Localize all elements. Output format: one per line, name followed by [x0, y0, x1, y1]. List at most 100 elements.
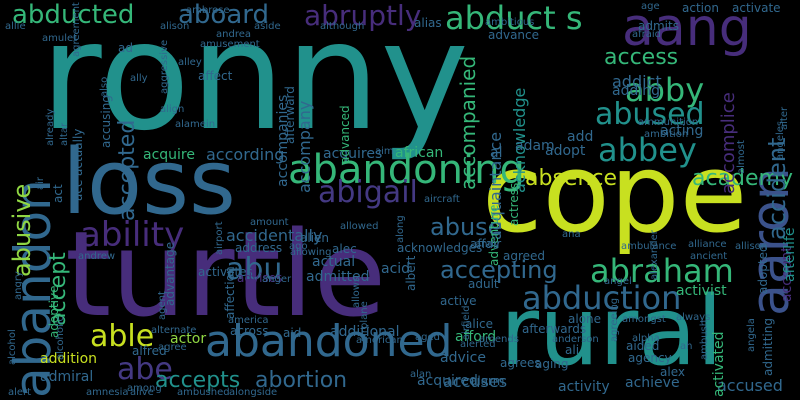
word-altar: altar: [59, 122, 70, 146]
word-al: al: [490, 145, 503, 161]
word-alcoholic: alcoholic: [55, 315, 66, 360]
word-afterwards: afterwards: [522, 322, 587, 336]
word-ambush: ambush: [699, 319, 710, 360]
word-allison: allison: [735, 241, 768, 252]
word-albert: albert: [404, 255, 418, 291]
word-accused: accused: [717, 376, 783, 395]
word-agreed: agreed: [503, 249, 546, 263]
word-aircraft: aircraft: [424, 194, 460, 205]
word-agency: agency: [628, 351, 672, 365]
word-adopt: adopt: [545, 143, 586, 159]
word-alien: alien: [300, 231, 330, 245]
word-adam: adam: [515, 138, 555, 154]
word-acting: acting: [660, 123, 704, 139]
word-active: active: [440, 294, 477, 308]
word-ana: ana: [562, 229, 581, 240]
word-actually: actually: [71, 128, 85, 176]
word-abusive: abusive: [8, 183, 36, 277]
word-agent: agent: [157, 291, 168, 320]
word-abraham: abraham: [590, 252, 734, 290]
word-admitting: admitting: [761, 318, 775, 376]
word-almost: almost: [736, 140, 747, 174]
word-abducted: abducted: [12, 0, 135, 30]
word-activist: activist: [676, 283, 727, 299]
word-alarm: alarm: [470, 374, 505, 388]
word-abu: abu: [226, 252, 283, 287]
word-acid: acid: [381, 261, 411, 277]
word-align: align: [160, 104, 185, 115]
word-amends: amends: [479, 334, 519, 345]
word-always: always: [676, 312, 711, 323]
word-accompanied: accompanied: [456, 55, 480, 190]
word-affect: affect: [198, 69, 233, 83]
word-acknowledges: acknowledges: [397, 241, 483, 255]
word-ammunition: ammunition: [638, 117, 699, 128]
word-andrea: andrea: [216, 29, 251, 40]
word-admitted: admitted: [306, 269, 370, 285]
word-alcohol: alcohol: [7, 329, 18, 365]
word-accuses: accuses: [443, 372, 508, 391]
word-air: air: [35, 176, 46, 190]
word-achieve: achieve: [625, 375, 680, 391]
word-ambition: ambition: [644, 129, 689, 140]
word-address: address: [235, 241, 283, 255]
word-allowed: allowed: [340, 221, 379, 232]
word-add: add: [567, 129, 594, 145]
word-ace: ace: [71, 179, 85, 201]
word-advice: advice: [440, 350, 486, 366]
word-able: able: [90, 319, 155, 354]
word-also: also: [99, 76, 110, 97]
word-addict: addict: [612, 72, 662, 91]
word-across: across: [230, 324, 269, 338]
word-activity: activity: [558, 379, 610, 395]
word-accusing: accusing: [99, 95, 113, 148]
word-along: along: [395, 215, 406, 243]
word-andy: andy: [475, 239, 500, 250]
word-actor: actor: [170, 331, 207, 347]
word-anderson: anderson: [552, 334, 599, 345]
word-alert: alert: [8, 387, 32, 398]
word-abuse: abuse: [430, 213, 503, 241]
word-accepts: accepts: [155, 368, 241, 393]
word-aang: aang: [622, 0, 752, 58]
word-american: american: [356, 335, 403, 346]
word-admits: admits: [638, 19, 679, 33]
word-actual: actual: [312, 254, 356, 270]
word-alec: alec: [332, 242, 357, 256]
word-alternate: alternate: [151, 325, 197, 336]
word-abbey: abbey: [598, 131, 697, 169]
word-academy: academy: [692, 166, 794, 191]
word-aggressive: aggressive: [159, 39, 170, 94]
word-allie: allie: [5, 21, 26, 32]
word-alerted: alerted: [460, 339, 496, 350]
word-ronny: ronny: [40, 0, 470, 164]
word-airfield: airfield: [461, 305, 472, 340]
word-aided: aided: [626, 339, 660, 353]
word-alexander: alexander: [649, 230, 660, 280]
word-among: among: [127, 383, 162, 394]
word-ambulance: ambulance: [621, 241, 677, 252]
word-activates: activates: [198, 265, 253, 279]
word-adult: adult: [468, 277, 499, 291]
word-aged: aged: [415, 332, 440, 343]
word-acquires: acquires: [323, 146, 383, 162]
word-loss: loss: [62, 130, 236, 235]
word-agree: agree: [158, 342, 187, 353]
word-abused: abused: [595, 97, 705, 132]
word-accompany: accompany: [295, 100, 314, 193]
word-ali: ali: [565, 343, 580, 357]
word-age: age: [641, 1, 660, 12]
word-additional: additional: [330, 324, 400, 340]
word-ambitious: ambitious: [485, 17, 535, 28]
word-addition: addition: [40, 351, 98, 367]
word-advises: advises: [237, 271, 283, 285]
word-alongside: alongside: [229, 387, 278, 398]
word-aside: aside: [254, 21, 281, 32]
word-turtle: turtle: [65, 205, 387, 343]
word-alex: alex: [660, 365, 685, 379]
word-abigail: abigail: [318, 175, 418, 210]
word-afford: afford: [455, 329, 497, 345]
word-ability: ability: [80, 215, 185, 255]
word-alive: alive: [130, 387, 154, 398]
word-angry: angry: [13, 271, 24, 300]
